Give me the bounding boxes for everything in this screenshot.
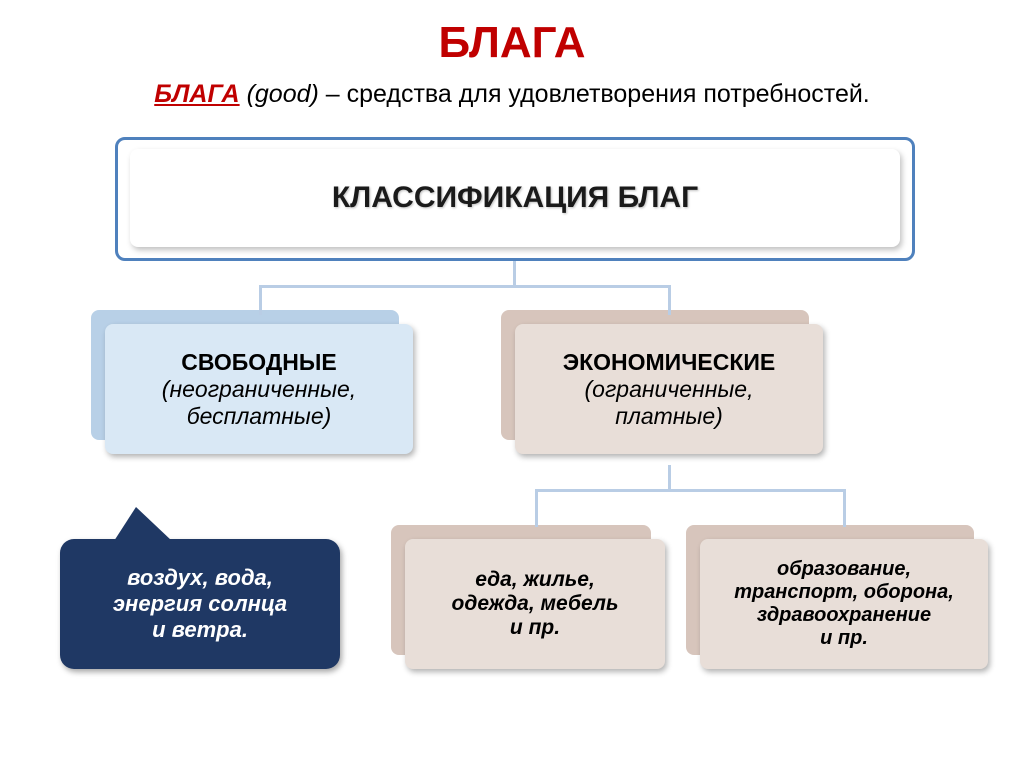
child1-line3: и пр. xyxy=(510,616,560,640)
callout-line1: воздух, вода, xyxy=(113,565,287,591)
free-goods-title: СВОБОДНЫЕ xyxy=(181,349,337,376)
conn-to-child2 xyxy=(843,489,846,527)
free-examples-callout: воздух, вода, энергия солнца и ветра. xyxy=(60,539,340,669)
free-goods-sub: (неограниченные, бесплатные) xyxy=(119,376,399,430)
econ-public-examples-box: образование, транспорт, оборона, здравоо… xyxy=(700,539,988,669)
classification-diagram: КЛАССИФИКАЦИЯ БЛАГ СВОБОДНЫЕ (неограниче… xyxy=(0,149,1024,769)
conn-econ-h xyxy=(535,489,845,492)
child2-line2: транспорт, оборона, xyxy=(734,581,954,604)
child1-line2: одежда, мебель xyxy=(452,592,619,616)
conn-root-h xyxy=(259,285,671,288)
definition-term: БЛАГА xyxy=(154,80,239,108)
page-title: БЛАГА xyxy=(0,0,1024,68)
conn-to-econ xyxy=(668,285,671,315)
definition-good: (good) xyxy=(247,80,319,108)
child1-line1: еда, жилье, xyxy=(475,568,595,592)
child2-line3: здравоохранение xyxy=(757,604,931,627)
definition-line: БЛАГА (good) – средства для удовлетворен… xyxy=(0,68,1024,109)
conn-econ-down xyxy=(668,465,671,489)
conn-to-free xyxy=(259,285,262,315)
callout-line3: и ветра. xyxy=(113,617,287,643)
econ-goods-title: ЭКОНОМИЧЕСКИЕ xyxy=(563,349,776,376)
classification-root-label: КЛАССИФИКАЦИЯ БЛАГ xyxy=(332,181,698,215)
child2-line4: и пр. xyxy=(820,627,868,650)
econ-private-examples-box: еда, жилье, одежда, мебель и пр. xyxy=(405,539,665,669)
classification-root-box: КЛАССИФИКАЦИЯ БЛАГ xyxy=(130,149,900,247)
econ-goods-sub: (ограниченные, платные) xyxy=(529,376,809,430)
callout-line2: энергия солнца xyxy=(113,591,287,617)
conn-to-child1 xyxy=(535,489,538,527)
econ-goods-box: ЭКОНОМИЧЕСКИЕ (ограниченные, платные) xyxy=(515,324,823,454)
child2-line1: образование, xyxy=(777,558,911,581)
conn-root-down xyxy=(513,261,516,285)
free-goods-box: СВОБОДНЫЕ (неограниченные, бесплатные) xyxy=(105,324,413,454)
definition-rest: – средства для удовлетворения потребност… xyxy=(319,80,870,108)
